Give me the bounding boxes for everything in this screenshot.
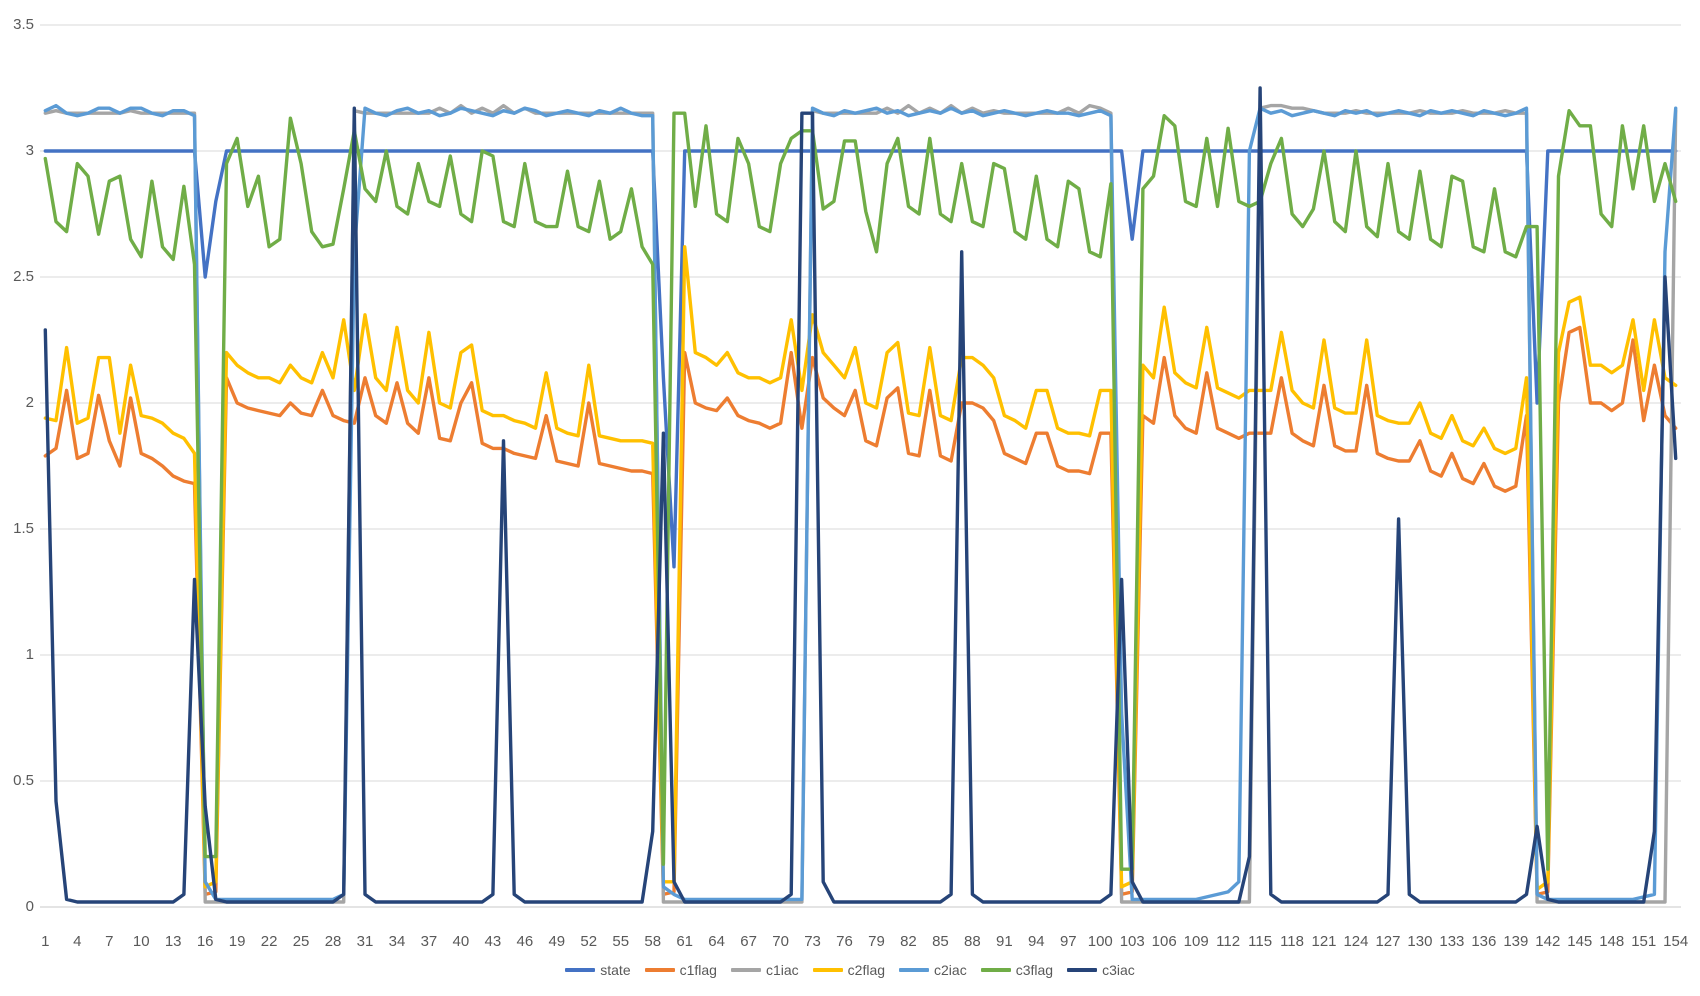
legend-item-state: state bbox=[565, 962, 631, 978]
x-axis-tick-label: 103 bbox=[1119, 933, 1145, 950]
x-axis-tick-label: 154 bbox=[1663, 933, 1689, 950]
x-axis-tick-label: 1 bbox=[41, 933, 50, 950]
x-axis-tick-label: 64 bbox=[708, 933, 725, 950]
x-axis-tick-label: 112 bbox=[1216, 933, 1241, 950]
legend-swatch-c3iac bbox=[1067, 968, 1098, 972]
x-axis-tick-label: 16 bbox=[196, 933, 214, 950]
x-axis-tick-label: 142 bbox=[1535, 933, 1561, 950]
legend-swatch-c2flag bbox=[812, 968, 843, 972]
series-line-c2flag bbox=[43, 245, 1678, 892]
series-line-c1flag bbox=[43, 325, 1678, 897]
x-axis-tick-label: 31 bbox=[356, 933, 374, 950]
x-axis-tick-label: 52 bbox=[580, 933, 598, 950]
x-axis-tick-label: 70 bbox=[772, 933, 789, 950]
legend-label-c3iac: c3iac bbox=[1102, 962, 1135, 978]
x-axis-tick-label: 76 bbox=[836, 933, 853, 950]
x-axis-tick-label: 88 bbox=[964, 933, 981, 950]
x-axis-tick-label: 7 bbox=[105, 933, 114, 950]
x-axis-tick-label: 49 bbox=[548, 933, 566, 950]
legend-item-c2iac: c2iac bbox=[899, 962, 967, 978]
legend-item-c3flag: c3flag bbox=[980, 962, 1054, 978]
series-line-c2iac bbox=[43, 103, 1678, 902]
y-axis-tick-label: 1 bbox=[25, 646, 34, 663]
x-axis-tick-label: 34 bbox=[388, 933, 406, 950]
x-axis-tick-label: 61 bbox=[676, 933, 694, 950]
legend-swatch-c2iac bbox=[899, 968, 930, 972]
legend-swatch-c1flag bbox=[644, 968, 675, 972]
x-axis-tick-label: 13 bbox=[164, 933, 182, 950]
x-axis-tick-label: 4 bbox=[73, 933, 82, 950]
legend-label-c2flag: c2flag bbox=[847, 962, 886, 978]
x-axis-tick-label: 22 bbox=[260, 933, 278, 950]
x-axis-tick-label: 109 bbox=[1183, 933, 1209, 950]
x-axis-tick-label: 55 bbox=[612, 933, 630, 950]
x-axis-tick-label: 79 bbox=[868, 933, 885, 950]
series-line-c3flag bbox=[43, 108, 1678, 871]
x-axis-tick-label: 115 bbox=[1248, 933, 1273, 950]
x-axis-tick-label: 85 bbox=[932, 933, 949, 950]
legend-item-c1iac: c1iac bbox=[730, 962, 799, 978]
x-axis-tick-label: 106 bbox=[1151, 933, 1177, 950]
series-line-state bbox=[43, 149, 1678, 569]
x-axis-tick-label: 91 bbox=[996, 933, 1013, 950]
legend-label-c1flag: c1flag bbox=[679, 962, 717, 978]
x-axis-tick-label: 82 bbox=[900, 933, 917, 950]
x-axis-tick-label: 151 bbox=[1631, 933, 1657, 950]
legend-swatch-c3flag bbox=[980, 968, 1011, 972]
legend-item-c1flag: c1flag bbox=[644, 962, 717, 978]
legend-label-c2iac: c2iac bbox=[934, 962, 967, 978]
x-axis-tick-label: 40 bbox=[452, 933, 470, 950]
y-axis-tick-label: 0.5 bbox=[13, 772, 34, 789]
x-axis-tick-label: 28 bbox=[324, 933, 342, 950]
legend-label-c1iac: c1iac bbox=[765, 962, 799, 978]
legend: state c1flag c1iac c2flag c2iac c3flag c3iac bbox=[0, 962, 1700, 978]
x-axis-tick-label: 121 bbox=[1311, 933, 1337, 950]
legend-swatch-state bbox=[565, 968, 596, 972]
x-axis-tick-label: 148 bbox=[1599, 933, 1625, 950]
y-axis-tick-label: 3.5 bbox=[13, 16, 34, 33]
x-axis-tick-label: 130 bbox=[1407, 933, 1433, 950]
x-axis-tick-label: 73 bbox=[804, 933, 821, 950]
x-axis-tick-label: 37 bbox=[420, 933, 438, 950]
x-axis-tick-label: 136 bbox=[1471, 933, 1497, 950]
x-axis-tick-label: 145 bbox=[1567, 933, 1593, 950]
y-axis-tick-label: 2.5 bbox=[13, 268, 34, 285]
legend-label-state: state bbox=[600, 962, 631, 978]
x-axis-tick-label: 97 bbox=[1059, 933, 1077, 950]
x-axis-tick-label: 25 bbox=[292, 933, 310, 950]
x-axis-tick-label: 43 bbox=[484, 933, 502, 950]
y-axis-tick-label: 0 bbox=[25, 898, 34, 915]
series-line-c3iac bbox=[43, 86, 1678, 904]
x-axis-tick-label: 67 bbox=[740, 933, 757, 950]
x-axis-tick-label: 124 bbox=[1343, 933, 1369, 950]
x-axis-tick-label: 118 bbox=[1280, 933, 1304, 950]
legend-item-c2flag: c2flag bbox=[812, 962, 886, 978]
legend-swatch-c1iac bbox=[730, 968, 761, 972]
y-axis-tick-label: 1.5 bbox=[13, 520, 34, 537]
x-axis-tick-label: 19 bbox=[228, 933, 246, 950]
y-axis-tick-label: 2 bbox=[25, 394, 34, 411]
x-axis-tick-label: 10 bbox=[132, 933, 150, 950]
x-axis-tick-label: 94 bbox=[1027, 933, 1045, 950]
x-axis-tick-label: 133 bbox=[1439, 933, 1465, 950]
x-axis-tick-label: 139 bbox=[1503, 933, 1529, 950]
series-line-c1iac bbox=[43, 103, 1678, 904]
x-axis-tick-label: 58 bbox=[644, 933, 662, 950]
y-axis-tick-label: 3 bbox=[25, 142, 34, 159]
x-axis-tick-label: 100 bbox=[1087, 933, 1113, 950]
x-axis-tick-label: 46 bbox=[516, 933, 534, 950]
legend-item-c3iac: c3iac bbox=[1067, 962, 1135, 978]
legend-label-c3flag: c3flag bbox=[1015, 962, 1054, 978]
x-axis-tick-label: 127 bbox=[1375, 933, 1401, 950]
